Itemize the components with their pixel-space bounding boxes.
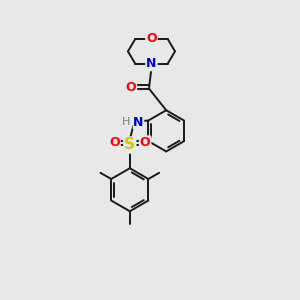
Text: O: O <box>125 81 136 94</box>
Text: N: N <box>146 57 157 70</box>
Text: N: N <box>133 116 144 128</box>
Text: O: O <box>146 32 157 46</box>
Text: O: O <box>140 136 150 149</box>
Text: O: O <box>109 136 120 149</box>
Text: H: H <box>122 117 131 127</box>
Text: S: S <box>124 137 135 152</box>
